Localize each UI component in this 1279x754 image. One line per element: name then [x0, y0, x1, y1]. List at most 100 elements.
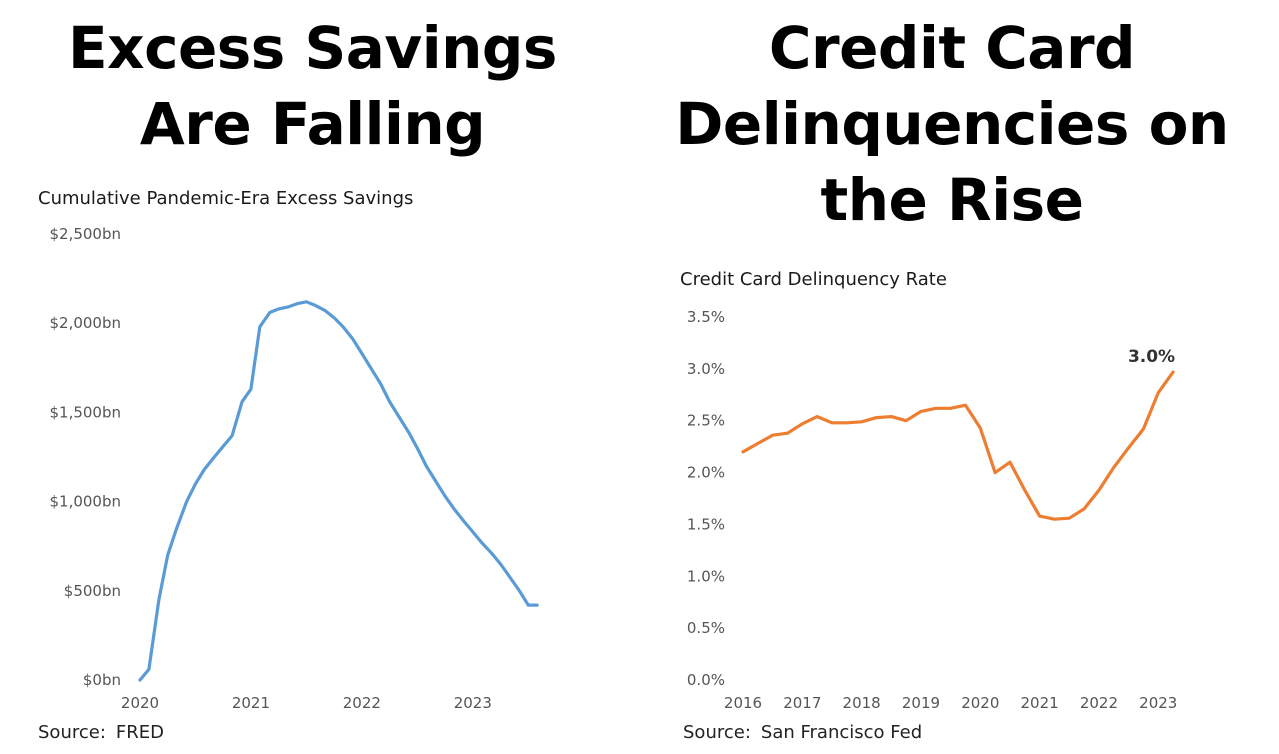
delinquency-data-point — [1171, 370, 1175, 374]
delinquency-data-point — [845, 421, 849, 424]
delinquency-data-point — [860, 420, 863, 423]
savings-data-point — [416, 446, 419, 450]
savings-data-point — [166, 553, 169, 557]
delinquency-chart-title: Credit Card Delinquency Rate — [680, 269, 947, 290]
savings-data-point — [305, 300, 308, 303]
delinquency-x-tick-label: 2021 — [1021, 694, 1059, 712]
savings-x-tick-label: 2023 — [454, 694, 492, 712]
savings-y-tick-label: $1,500bn — [49, 403, 121, 421]
delinquency-data-point — [815, 415, 819, 418]
savings-data-point — [138, 678, 142, 682]
savings-data-point — [452, 507, 456, 510]
delinquency-data-point — [1068, 517, 1071, 520]
savings-data-point — [360, 352, 364, 355]
savings-data-point — [527, 603, 530, 607]
delinquency-data-point — [830, 421, 834, 424]
savings-data-point — [222, 445, 225, 448]
savings-y-tick-label: $1,000bn — [49, 493, 121, 511]
delinquency-x-tick-label: 2019 — [902, 694, 940, 712]
savings-data-point — [249, 388, 253, 391]
savings-data-point — [230, 434, 234, 437]
delinquency-data-point — [919, 410, 923, 413]
savings-data-point — [535, 603, 539, 607]
savings-data-point — [268, 311, 271, 314]
delinquency-x-tick-label: 2022 — [1080, 694, 1118, 712]
savings-data-point — [508, 575, 511, 578]
savings-data-point — [397, 414, 400, 418]
left-headline-line-1: Excess Savings — [68, 14, 557, 82]
delinquency-data-point — [1127, 446, 1130, 449]
right-headline-line-1: Credit Card — [768, 14, 1136, 82]
savings-x-tick-label: 2021 — [232, 694, 270, 712]
savings-data-point — [332, 316, 336, 320]
savings-data-point — [277, 307, 280, 311]
savings-data-point — [240, 400, 244, 403]
savings-source: Source: FRED — [38, 722, 164, 743]
delinquency-data-point — [979, 426, 982, 430]
right-headline-line-3: the Rise — [820, 166, 1084, 234]
delinquency-series-line — [741, 370, 1175, 521]
savings-data-point — [480, 541, 483, 544]
savings-data-point — [194, 482, 197, 485]
delinquency-data-point — [1038, 514, 1041, 518]
delinquency-y-tick-label: 0.0% — [687, 671, 725, 689]
savings-data-point — [369, 366, 372, 369]
left-headline: Excess Savings Are Falling — [0, 10, 625, 162]
delinquency-y-tick-label: 0.5% — [687, 619, 725, 637]
delinquency-data-point — [786, 431, 789, 435]
savings-data-point — [425, 464, 428, 468]
savings-data-point — [443, 495, 447, 498]
delinquency-data-point — [771, 434, 774, 437]
savings-data-point — [379, 382, 382, 386]
savings-data-point — [175, 527, 178, 530]
savings-data-point — [388, 400, 391, 403]
delinquency-data-point — [964, 403, 967, 407]
delinquency-data-point — [890, 415, 893, 418]
savings-data-point — [157, 598, 161, 601]
delinquency-data-point — [934, 407, 938, 410]
savings-data-point — [490, 552, 493, 555]
savings-y-tick-label: $2,000bn — [49, 314, 121, 332]
right-headline: Credit Card Delinquencies on the Rise — [625, 10, 1279, 238]
savings-data-point — [341, 325, 345, 328]
savings-chart-title: Cumulative Pandemic-Era Excess Savings — [38, 188, 414, 209]
delinquency-data-point — [741, 450, 745, 454]
delinquency-data-point — [1082, 507, 1086, 511]
savings-data-point — [471, 530, 474, 534]
savings-source-name: FRED — [115, 722, 164, 743]
right-headline-line-2: Delinquencies on — [675, 90, 1229, 158]
delinquency-data-point — [1097, 489, 1101, 492]
delinquency-x-tick-label: 2016 — [724, 694, 762, 712]
savings-data-point — [296, 302, 299, 305]
savings-y-tick-label: $0bn — [83, 671, 121, 689]
delinquency-data-point — [1112, 466, 1115, 469]
delinquency-x-tick-label: 2020 — [961, 694, 999, 712]
savings-data-point — [434, 480, 438, 484]
delinquency-data-point — [875, 416, 878, 419]
savings-data-point — [185, 500, 188, 503]
delinquency-y-tick-label: 2.0% — [687, 464, 725, 482]
delinquency-y-tick-label: 3.5% — [687, 308, 725, 326]
savings-data-point — [324, 309, 327, 312]
savings-y-tick-label: $2,500bn — [49, 225, 121, 243]
savings-data-point — [407, 430, 410, 434]
savings-data-point — [314, 304, 317, 307]
savings-x-tick-label: 2020 — [121, 694, 159, 712]
delinquency-data-point — [949, 407, 952, 410]
savings-y-tick-label: $500bn — [64, 582, 121, 600]
savings-source-label: Source: — [38, 722, 106, 743]
savings-data-point — [147, 668, 151, 671]
savings-data-point — [462, 520, 466, 523]
delinquency-x-tick-label: 2018 — [843, 694, 881, 712]
delinquency-x-tick-label: 2023 — [1139, 694, 1177, 712]
delinquency-x-tick-label: 2017 — [783, 694, 821, 712]
delinquency-data-point — [1157, 391, 1160, 394]
delinquency-data-point — [756, 442, 760, 445]
delinquency-data-point — [801, 422, 804, 426]
left-headline-line-2: Are Falling — [139, 90, 486, 158]
delinquency-annotation-label: 3.0% — [1128, 347, 1175, 367]
delinquency-data-point — [904, 419, 908, 422]
delinquency-data-point — [1142, 427, 1145, 431]
delinquency-y-tick-label: 2.5% — [687, 412, 725, 430]
